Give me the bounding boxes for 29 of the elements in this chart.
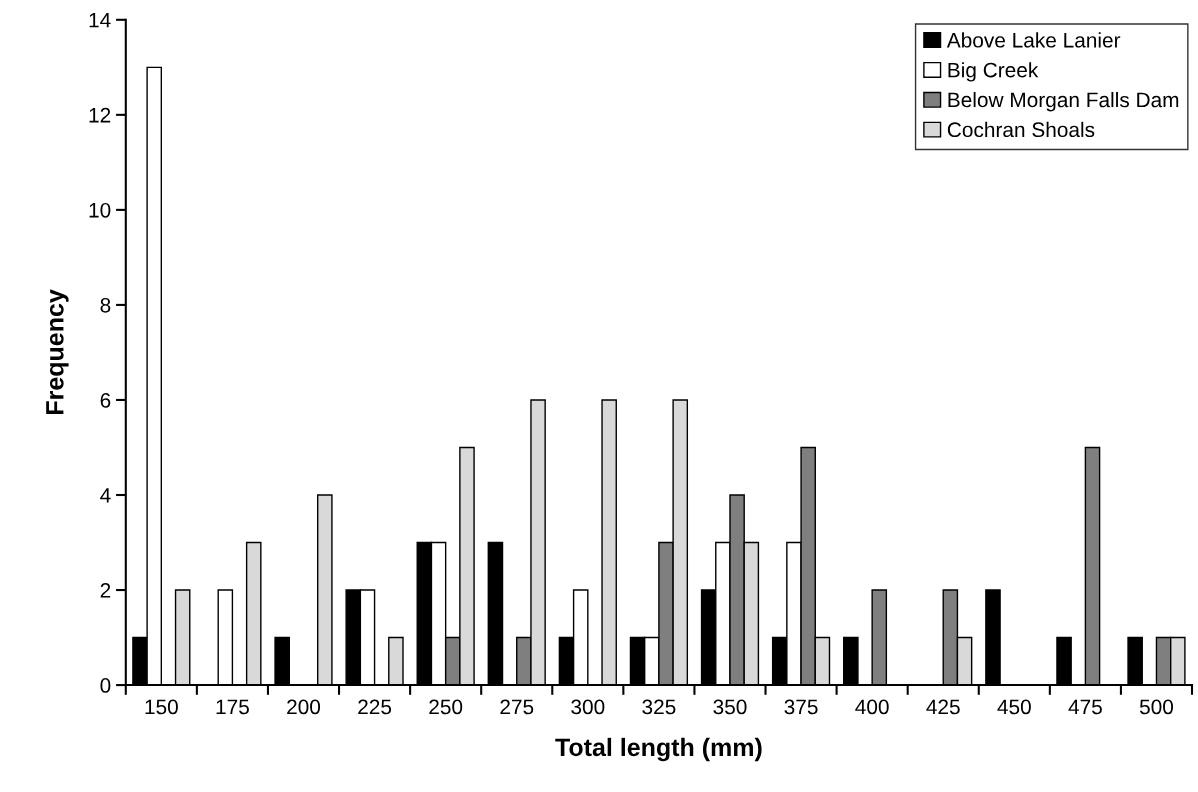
y-tick-label: 6 [100,392,111,408]
x-tick-label: 500 [1139,699,1174,715]
y-tick-label: 14 [89,13,111,28]
x-tick-label: 175 [216,699,249,715]
y-tick-label: 0 [100,678,111,693]
legend-label: Above Lake Lanier [946,32,1121,48]
x-tick-label: 300 [571,699,605,715]
x-tick-label: 250 [429,699,463,715]
legend-label: Cochran Shoals [947,121,1095,138]
x-tick-label: 475 [1068,699,1102,715]
y-tick-label: 8 [100,297,111,313]
x-tick-label: 400 [855,699,889,715]
y-tick-label: 10 [89,202,111,218]
x-tick-label: 325 [642,699,676,715]
x-tick-label: 350 [713,699,747,715]
y-tick-label: 12 [89,107,111,123]
x-tick-label: 450 [997,699,1031,715]
x-tick-label: 200 [287,699,321,715]
x-tick-label: 425 [926,699,960,715]
y-tick-label: 2 [100,583,111,598]
x-tick-label: 150 [145,699,178,715]
x-axis-title: Total length (mm) [555,737,762,762]
y-tick-label: 4 [100,488,111,503]
x-tick-label: 225 [358,699,392,715]
legend-label: Big Creek [948,62,1039,82]
x-tick-label: 275 [500,699,534,715]
x-tick-label: 375 [784,699,818,715]
legend-label: Below Morgan Falls Dam [948,91,1179,112]
y-axis-title: Frequency [46,289,69,414]
